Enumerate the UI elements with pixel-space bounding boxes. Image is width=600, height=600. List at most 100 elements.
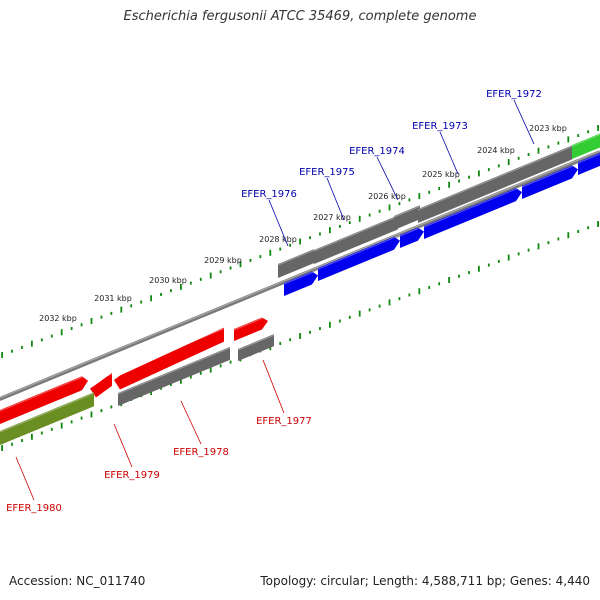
scale-tick (60, 329, 63, 336)
scale-tick (428, 285, 431, 289)
tick-label: 2028 kbp (259, 235, 297, 244)
gene-feature-efer-1975-highlight (313, 215, 399, 252)
scale-tick (478, 170, 480, 177)
blue-feature-2[interactable] (318, 236, 400, 281)
scale-tick (438, 282, 441, 286)
gene-label-leader (15, 456, 35, 501)
scale-tick (398, 297, 401, 301)
gene-feature-efer-1980-red-highlight (0, 374, 89, 412)
gene-feature-efer-1980-highlight (0, 392, 95, 433)
scale-tick (368, 308, 371, 312)
scale-tick (189, 375, 192, 379)
scale-tick (537, 243, 540, 250)
scale-tick (299, 238, 301, 245)
gene-label-leader (513, 99, 535, 145)
gene-label[interactable]: EFER_1975 (299, 167, 355, 178)
gene-feature-efer-1974-highlight (393, 205, 421, 218)
scale-tick (189, 281, 192, 285)
scale-tick (110, 405, 113, 409)
scale-tick (11, 349, 13, 353)
gene-feature-efer-1980-red[interactable] (0, 376, 88, 424)
scale-tick (110, 311, 113, 315)
scale-tick (527, 248, 530, 252)
scale-tick (597, 125, 599, 131)
blue-feature-4-highlight (423, 186, 523, 228)
scale-tick (517, 252, 520, 256)
scale-tick (50, 334, 53, 338)
red-feature-long[interactable] (114, 327, 224, 390)
gene-labels: EFER_1972EFER_1973EFER_1974EFER_1975EFER… (6, 89, 542, 514)
gene-feature-efer-1980[interactable] (0, 392, 94, 445)
scale-tick (338, 319, 341, 323)
gene-feature-efer-1973[interactable] (418, 145, 572, 223)
gene-feature-efer-1972[interactable] (572, 133, 600, 159)
gene-label[interactable]: EFER_1980 (6, 503, 62, 514)
red-feature-small-highlight (89, 373, 113, 384)
scale-tick (338, 224, 341, 228)
gene-feature-efer-1976-highlight (277, 249, 315, 266)
gene-feature-efer-1975[interactable] (314, 215, 398, 264)
scale-tick (100, 315, 103, 319)
scale-tick (31, 340, 33, 347)
scale-tick (428, 190, 431, 194)
genome-summary-text: Topology: circular; Length: 4,588,711 bp… (260, 574, 590, 588)
gene-label[interactable]: EFER_1973 (412, 121, 468, 132)
red-feature-right[interactable] (234, 317, 268, 341)
scale-tick (547, 145, 550, 149)
scale-tick (398, 202, 401, 206)
scale-tick (1, 352, 3, 358)
tick-label: 2024 kbp (477, 146, 515, 155)
scale-tick (348, 315, 351, 319)
scale-tick (80, 323, 83, 327)
gene-label[interactable]: EFER_1974 (349, 146, 405, 157)
gene-label[interactable]: EFER_1978 (173, 447, 229, 458)
scale-tick (348, 221, 351, 225)
scale-tick (150, 295, 152, 302)
scale-tick (279, 247, 282, 251)
scale-tick (587, 226, 590, 230)
tick-label: 2031 kbp (94, 294, 132, 303)
red-feature-small[interactable] (90, 372, 112, 398)
gene-feature-efer-1976[interactable] (278, 249, 314, 278)
scale-tick (319, 232, 321, 236)
scale-tick (50, 427, 53, 431)
scale-tick (497, 164, 500, 168)
gene-feature-efer-1978[interactable] (118, 346, 230, 406)
blue-feature-1[interactable] (284, 271, 318, 296)
scale-tick (547, 241, 550, 245)
gene-label-leader (262, 359, 285, 414)
scale-tick (418, 288, 421, 295)
scale-tick (309, 330, 311, 334)
scale-tick (319, 327, 321, 331)
blue-feature-3[interactable] (400, 227, 424, 248)
accession-text: Accession: NC_011740 (9, 574, 146, 588)
scale-tick (388, 204, 391, 211)
tick-label: 2025 kbp (422, 170, 460, 179)
blue-feature-2-highlight (317, 234, 401, 270)
gene-feature-efer-1977[interactable] (238, 334, 274, 361)
gene-label[interactable]: EFER_1972 (486, 89, 542, 100)
gene-label-leader (268, 199, 289, 247)
scale-tick (100, 409, 103, 413)
scale-tick (259, 255, 262, 259)
blue-feature-6[interactable] (578, 152, 600, 175)
blue-feature-4[interactable] (424, 188, 522, 239)
scale-tick (229, 360, 232, 364)
scale-tick (90, 317, 93, 324)
tick-label: 2032 kbp (39, 314, 77, 323)
gene-features (0, 133, 600, 445)
gene-label[interactable]: EFER_1979 (104, 470, 160, 481)
gene-label[interactable]: EFER_1976 (241, 189, 297, 200)
blue-feature-3-highlight (399, 225, 425, 237)
gene-feature-efer-1974[interactable] (394, 205, 420, 230)
genome-backbone (0, 150, 600, 402)
blue-feature-5[interactable] (522, 165, 578, 199)
scale-tick (587, 130, 590, 134)
upper-dotted-scale (1, 125, 599, 358)
scale-tick (199, 277, 202, 281)
gene-label[interactable]: EFER_1977 (256, 416, 312, 427)
scale-tick (517, 156, 520, 160)
scale-tick (70, 420, 73, 424)
tick-label: 2026 kbp (368, 192, 406, 201)
scale-tick (329, 321, 331, 328)
